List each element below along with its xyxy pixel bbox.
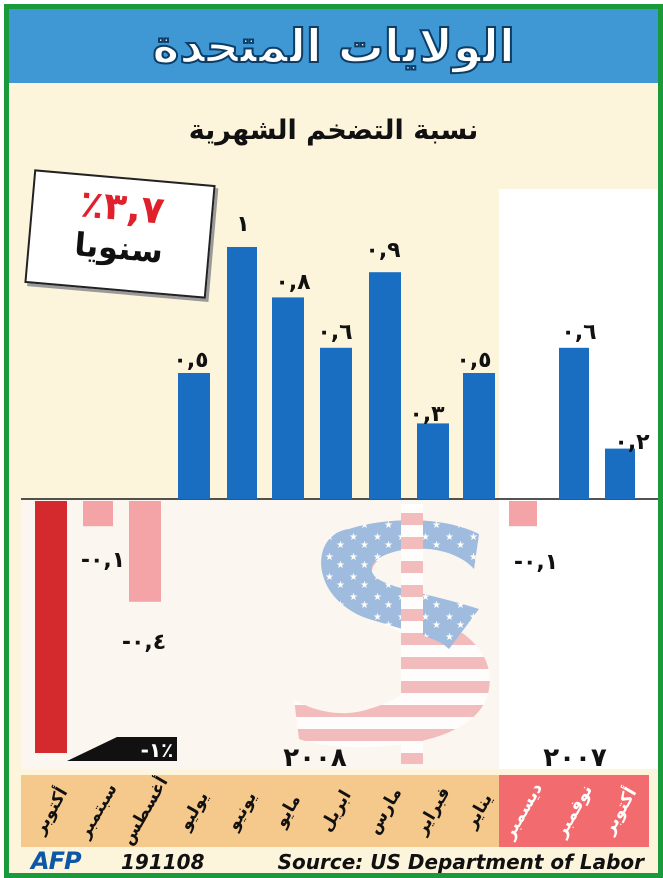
value-label: ٠,٢ <box>614 430 650 455</box>
bar-يوليو <box>178 373 210 499</box>
bar-أكتوبر <box>605 448 635 499</box>
value-label: -٠,٤ <box>122 630 166 655</box>
bar-ابريل <box>320 347 352 499</box>
value-label: -٠,١ <box>81 548 125 573</box>
value-label: ٠,٦ <box>317 320 352 345</box>
band-2008 <box>21 775 499 847</box>
bar-سبتمبر <box>83 501 113 527</box>
value-label: -٠,١ <box>514 550 558 575</box>
bar-مايو <box>272 297 304 499</box>
value-label: ٠,٦ <box>561 320 596 345</box>
year-label-2008: ٢٠٠٨ <box>283 743 347 773</box>
afp-logo: AFP <box>31 847 82 875</box>
page-title: الولايات المتحدة <box>151 18 515 74</box>
annual-rate-box: ٣,٧٪ سنويا <box>24 169 216 299</box>
chart-subtitle: نسبة التضخم الشهرية <box>188 115 479 146</box>
value-label: ٠,٩ <box>365 238 400 263</box>
value-label-callout <box>67 737 177 761</box>
title-band <box>9 9 658 83</box>
value-label: ٠,٣ <box>409 402 445 427</box>
source-credit: Source: US Department of Labor <box>277 850 644 874</box>
bar-أغسطس <box>129 501 161 602</box>
year-label-2007: ٢٠٠٧ <box>543 743 607 773</box>
band-2007 <box>499 775 649 847</box>
value-label: ٠,٥ <box>456 348 491 373</box>
months-band: أكتوبرنوفمبرديسمبرينايرفبرايرمارسابريلما… <box>21 775 649 847</box>
value-label: ٠,٥ <box>173 348 208 373</box>
footer: AFP 191108 Source: US Department of Labo… <box>9 847 658 873</box>
value-label: ١ <box>236 212 249 237</box>
bar-ديسمبر <box>509 501 537 527</box>
dollar-flag-illustration <box>294 504 490 764</box>
bar-مارس <box>369 272 401 499</box>
bar-فبراير <box>417 423 449 499</box>
graphic-code: 191108 <box>121 850 205 874</box>
bar-يونيو <box>227 247 257 499</box>
value-label: ٠,٨ <box>275 270 311 295</box>
bar-نوفمبر <box>559 347 589 499</box>
bar-أكتوبر <box>35 501 67 753</box>
infographic-frame: الولايات المتحدة نسبة التضخم الشهرية ★ ★… <box>4 4 663 878</box>
value-label: -١٪ <box>141 738 174 762</box>
bar-يناير <box>463 373 495 499</box>
inflation-chart: ★ ★ ٠,٢٠,٦-٠,١٠,٥٠,٣٠,٩٠,٦٠,٨١٠,٥-٠,٤-٠,… <box>21 189 658 773</box>
